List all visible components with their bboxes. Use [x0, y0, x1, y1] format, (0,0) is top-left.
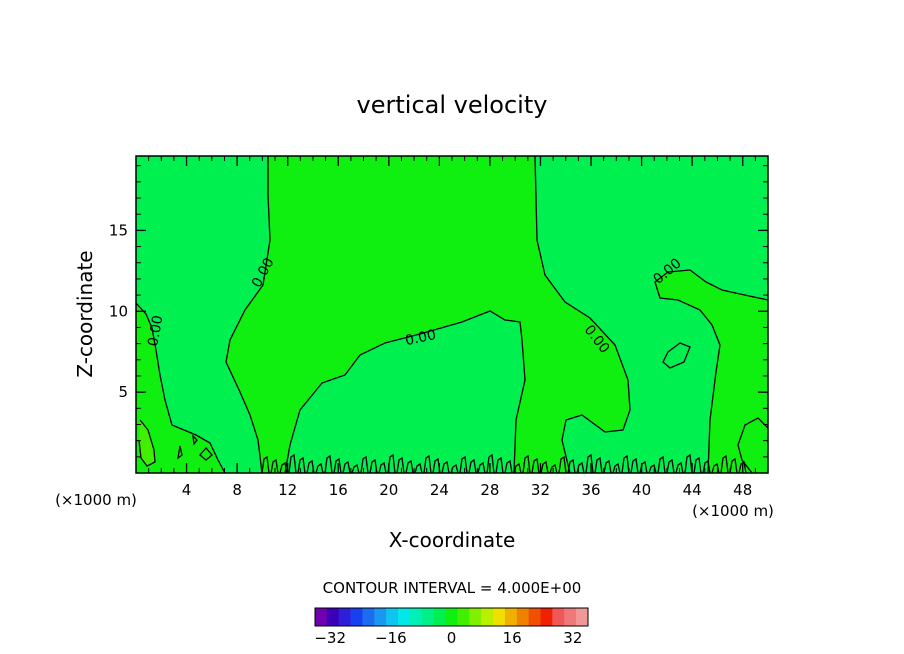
- y-axis: 5 10 15: [109, 165, 768, 458]
- positive-region-left: [136, 303, 225, 473]
- colorbar-tick-label: 16: [503, 629, 522, 647]
- colorbar-swatch: [493, 608, 506, 626]
- colorbar-swatch: [528, 608, 541, 626]
- colorbar-swatch: [564, 608, 577, 626]
- x-tick-label: 48: [733, 481, 752, 499]
- colorbar-swatch: [350, 608, 363, 626]
- colorbar: −32 −16 0 16 32: [314, 607, 589, 647]
- colorbar-swatch: [338, 608, 351, 626]
- x-tick-label: 28: [480, 481, 499, 499]
- contour-patch-bottom-left: [138, 419, 156, 467]
- contour-center-arch: [284, 310, 526, 473]
- colorbar-swatch: [469, 608, 482, 626]
- x-axis: 4 8 12 16 20 24 28 32 36 40 44 48: [148, 156, 756, 499]
- colorbar-swatch: [445, 608, 458, 626]
- colorbar-swatch: [457, 608, 470, 626]
- x-tick-label: 32: [531, 481, 550, 499]
- chart-title: vertical velocity: [357, 91, 548, 119]
- colorbar-tick-label: −16: [375, 629, 407, 647]
- colorbar-frame: [314, 607, 589, 627]
- x-tick-label: 40: [632, 481, 651, 499]
- colorbar-tick-label: −32: [314, 629, 346, 647]
- contour-right: [654, 269, 768, 473]
- contour-loop-right: [662, 342, 691, 369]
- x-tick-label: 24: [430, 481, 449, 499]
- x-tick-label: 4: [182, 481, 192, 499]
- colorbar-tick-label: 32: [563, 629, 582, 647]
- contour-center-right: [534, 156, 631, 473]
- colorbar-swatch: [421, 608, 434, 626]
- x-unit-right: (×1000 m): [692, 502, 774, 520]
- contour-center-left: [225, 156, 271, 473]
- colorbar-swatch: [576, 608, 589, 626]
- plot-area: [136, 156, 768, 473]
- colorbar-swatch: [481, 608, 494, 626]
- contour-near-surface-wiggles: [261, 453, 747, 473]
- positive-region-center: [226, 156, 630, 473]
- contour-near-surface-small: [177, 417, 768, 473]
- colorbar-swatch: [504, 608, 518, 626]
- positive-region-right: [655, 270, 768, 473]
- colorbar-swatch: [362, 608, 375, 626]
- x-tick-label: 36: [581, 481, 600, 499]
- x-tick-label: 44: [683, 481, 702, 499]
- colorbar-tick-label: 0: [447, 629, 457, 647]
- y-tick-label: 10: [109, 302, 128, 320]
- zero-contours: [136, 156, 768, 473]
- colorbar-swatch: [516, 608, 529, 626]
- contour-label: 0.00: [145, 314, 166, 347]
- colorbar-swatch: [315, 608, 328, 626]
- positive-patch-bottom-left: [139, 420, 155, 466]
- colorbar-swatch: [552, 608, 565, 626]
- x-tick-label: 12: [278, 481, 297, 499]
- y-tick-label: 15: [109, 221, 128, 239]
- colorbar-swatch: [374, 608, 387, 626]
- x-tick-label: 16: [329, 481, 348, 499]
- x-tick-label: 8: [232, 481, 242, 499]
- x-axis-label: X-coordinate: [389, 528, 516, 552]
- y-tick-label: 5: [118, 383, 128, 401]
- colorbar-swatch: [409, 608, 423, 626]
- y-axis-label: Z-coordinate: [73, 250, 97, 377]
- x-tick-label: 20: [379, 481, 398, 499]
- colorbar-swatch: [398, 608, 411, 626]
- x-unit-left: (×1000 m): [55, 491, 137, 509]
- colorbar-swatch: [326, 608, 340, 626]
- contour-interval-text: CONTOUR INTERVAL = 4.000E+00: [323, 579, 582, 597]
- contour-left: [136, 302, 226, 473]
- contour-label: 0.00: [404, 327, 438, 349]
- colorbar-swatch: [540, 608, 553, 626]
- colorbar-swatch: [386, 608, 399, 626]
- colorbar-swatch: [433, 608, 446, 626]
